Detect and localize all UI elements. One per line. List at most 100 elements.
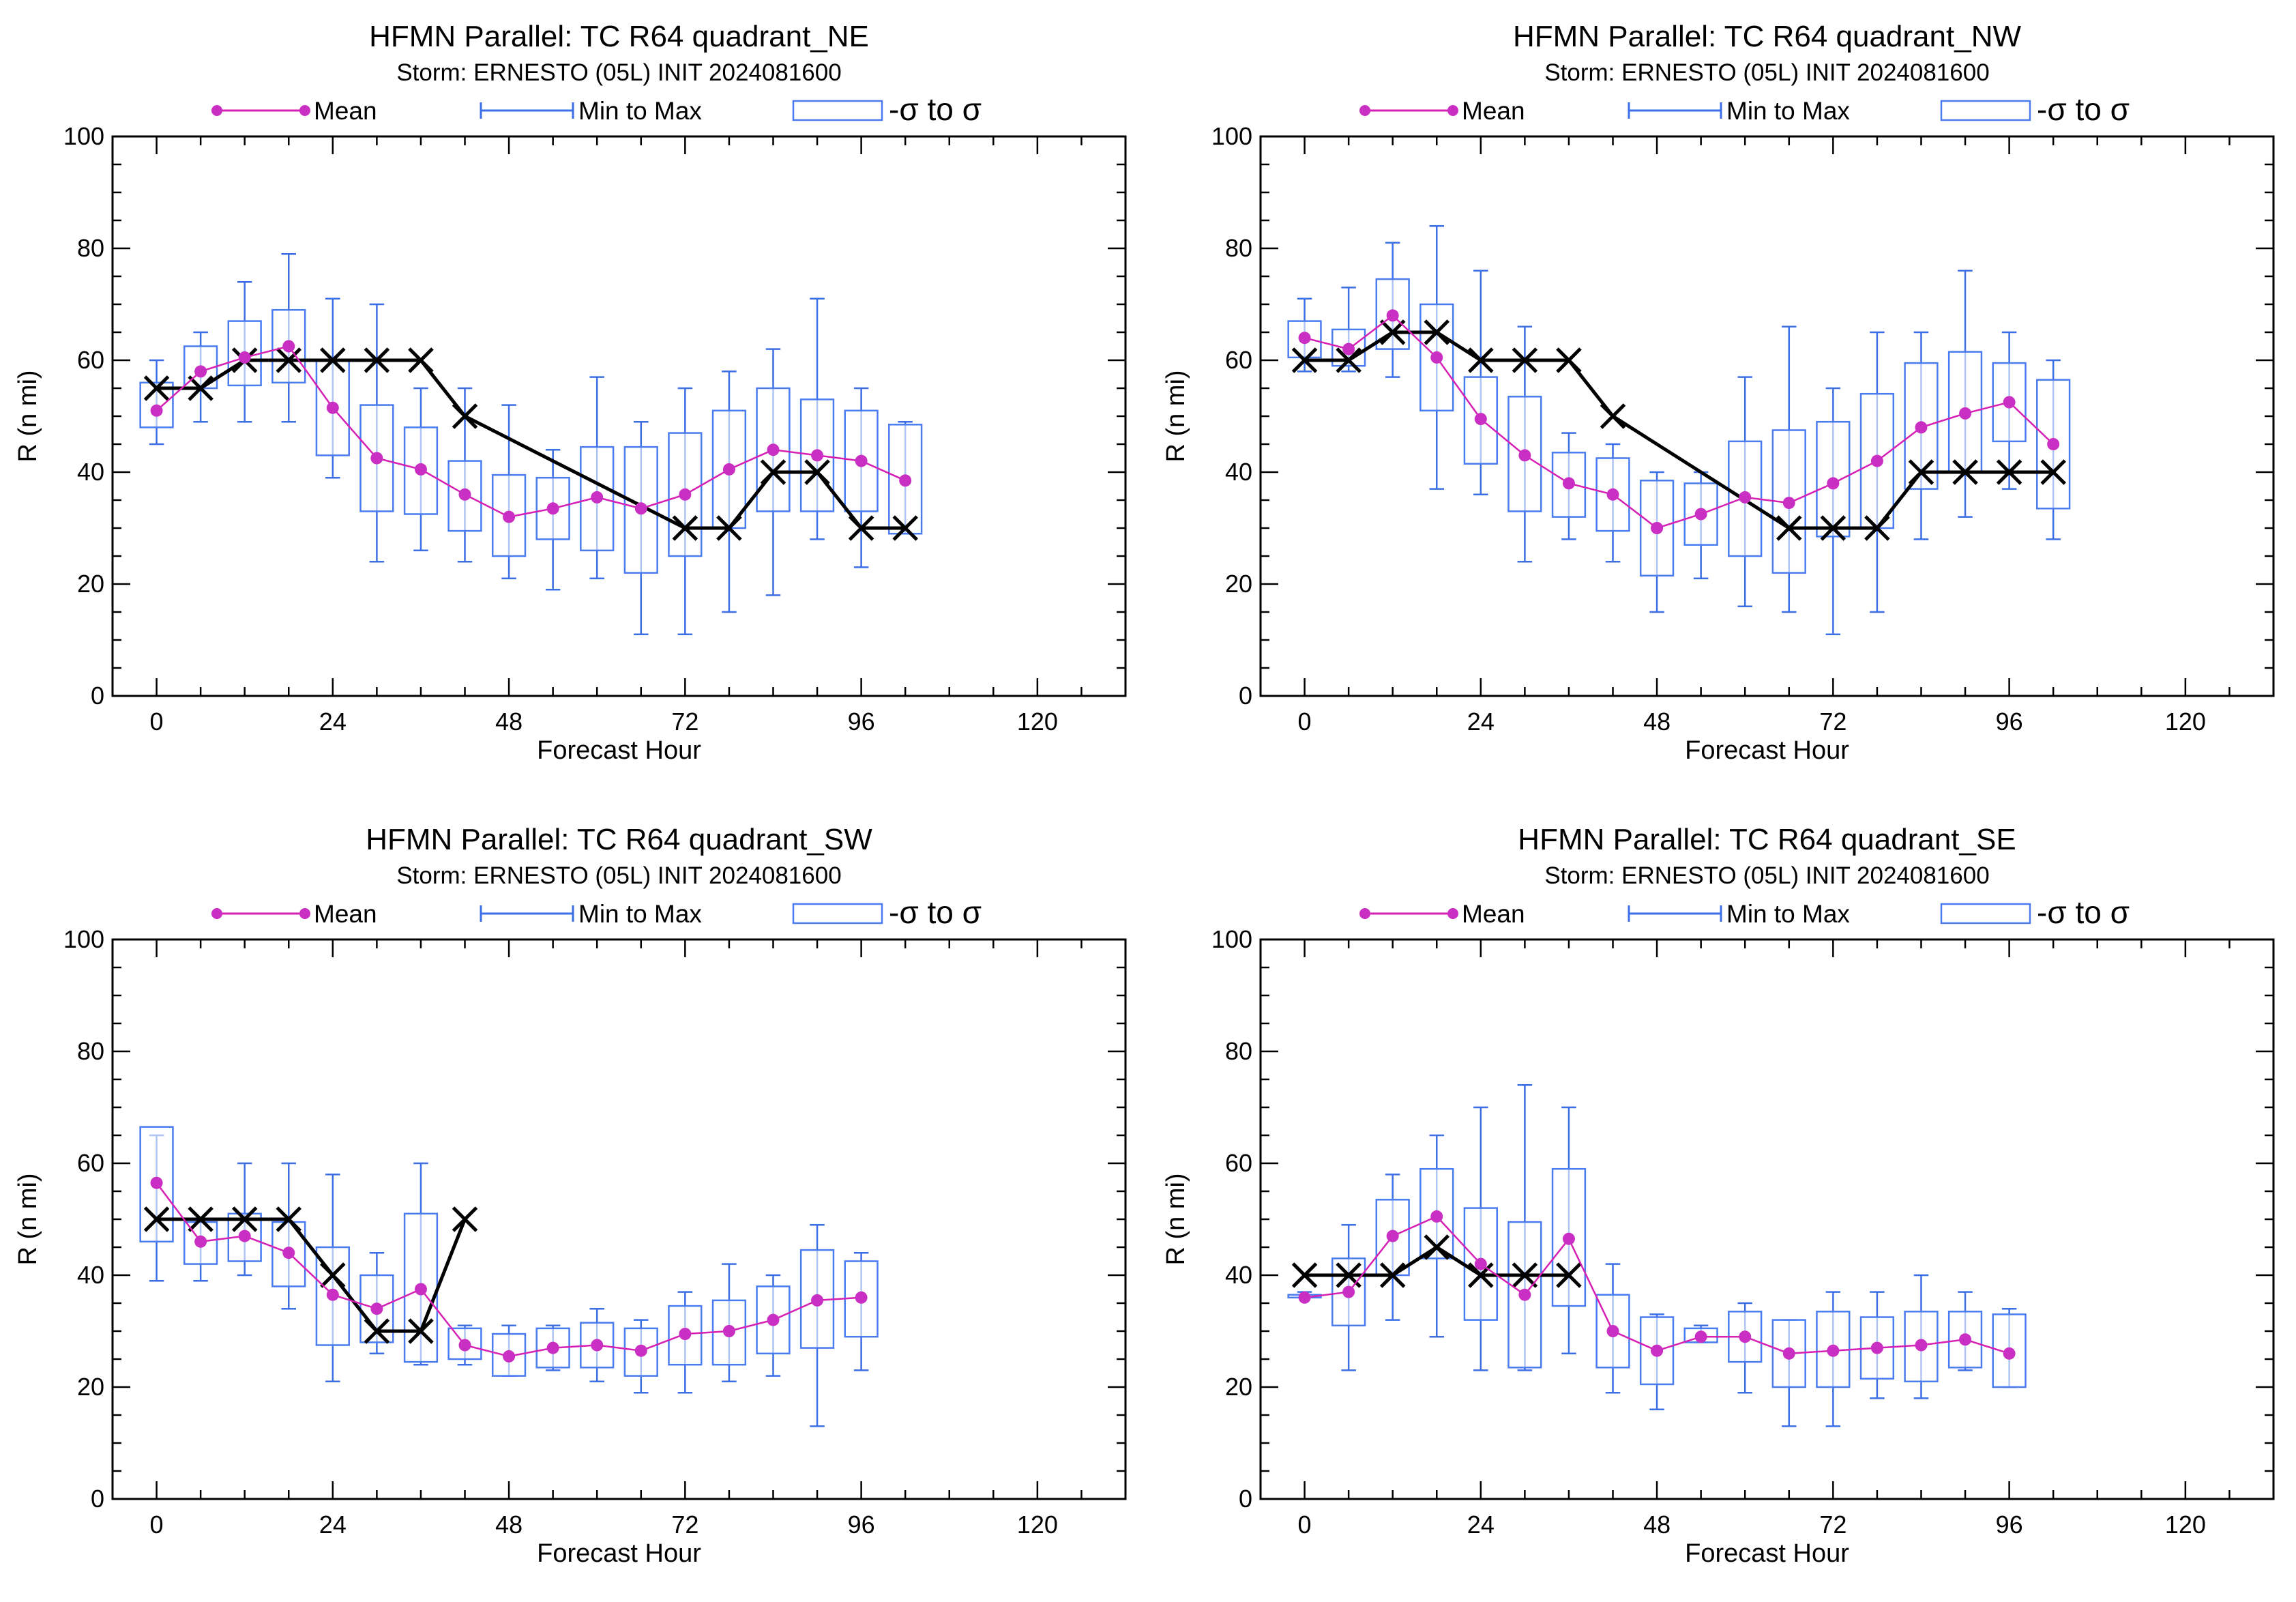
y-tick-label: 20 (77, 570, 104, 598)
mean-point (679, 1328, 692, 1341)
y-axis-label: R (n mi) (14, 370, 42, 462)
x-tick-label: 24 (1467, 1511, 1495, 1539)
x-axis-label: Forecast Hour (537, 736, 701, 765)
legend-box-label: -σ to σ (2037, 91, 2130, 127)
legend-mean-marker (1359, 105, 1370, 116)
observed-x-marker (320, 1262, 346, 1288)
chart-panel-1: HFMN Parallel: TC R64 quadrant_NE Storm: … (14, 20, 1127, 765)
mean-point (1694, 1330, 1707, 1343)
legend-mean-marker (211, 105, 222, 116)
mean-point (238, 1229, 251, 1242)
observed-x-marker (1776, 515, 1802, 541)
x-tick-label: 0 (1298, 1511, 1312, 1539)
x-tick-label: 120 (2165, 708, 2206, 736)
mean-point (634, 1344, 647, 1357)
mean-point (1298, 332, 1311, 345)
observed-x-marker (1996, 459, 2022, 485)
mean-point (282, 340, 295, 353)
x-tick-label: 72 (1819, 1511, 1846, 1539)
mean-point (2047, 438, 2060, 450)
observed-x-marker (231, 1206, 258, 1232)
legend-mean-label: Mean (1462, 97, 1525, 125)
legend-box-label: -σ to σ (889, 91, 982, 127)
mean-point (855, 454, 868, 467)
x-tick-label: 24 (319, 708, 347, 736)
mean-point (2003, 1347, 2016, 1360)
mean-point (2003, 396, 2016, 409)
x-tick-label: 0 (1298, 708, 1312, 736)
mean-point (370, 452, 383, 465)
mean-point (1915, 1339, 1928, 1352)
chart-legend: Mean Min to Max -σ to σ (1359, 91, 2130, 127)
y-tick-label: 0 (1239, 1485, 1252, 1513)
observed-x-marker (760, 459, 786, 485)
observed-line (1304, 330, 2054, 530)
observed-x-marker (1556, 1262, 1582, 1288)
observed-x-marker (848, 515, 874, 541)
mean-point (414, 463, 427, 476)
plot-frame (1259, 135, 2275, 697)
mean-point (1430, 351, 1443, 364)
mean-point (150, 1176, 163, 1189)
sigma-box (1507, 1221, 1542, 1369)
mean-point (634, 502, 647, 515)
mean-point (1518, 1288, 1531, 1301)
y-axis-label: R (n mi) (1162, 1173, 1190, 1265)
observed-x-marker (408, 347, 434, 373)
y-tick-label: 60 (1225, 1149, 1252, 1177)
mean-point (591, 1339, 604, 1352)
mean-point (1694, 508, 1707, 521)
mean-point (326, 1288, 339, 1301)
mean-point (326, 401, 339, 414)
mean-point (1562, 1232, 1575, 1245)
y-tick-label: 20 (1225, 570, 1252, 598)
mean-point (1959, 407, 1972, 420)
observed-x-marker (1600, 403, 1626, 429)
legend-mean-marker (299, 908, 310, 919)
x-tick-label: 48 (495, 1511, 523, 1539)
mean-point (1959, 1333, 1972, 1346)
chart-panel-4: HFMN Parallel: TC R64 quadrant_SE Storm: … (1162, 823, 2275, 1568)
mean-point (1518, 449, 1531, 462)
y-tick-label: 100 (1211, 925, 1252, 953)
chart-panel-2: HFMN Parallel: TC R64 quadrant_NW Storm: … (1162, 20, 2275, 765)
legend-box-swatch (1940, 903, 2031, 924)
chart-panel-3: HFMN Parallel: TC R64 quadrant_SW Storm: … (14, 823, 1127, 1568)
mean-point (1782, 497, 1795, 510)
x-tick-label: 72 (671, 1511, 698, 1539)
chart-title: HFMN Parallel: TC R64 quadrant_NE (369, 20, 869, 53)
mean-point (855, 1291, 868, 1304)
legend-box-swatch (1940, 100, 2031, 121)
legend-mean-marker (211, 908, 222, 919)
chart-subtitle: Storm: ERNESTO (05L) INIT 2024081600 (1544, 862, 1989, 889)
observed-x-marker (188, 1206, 214, 1232)
chart-legend: Mean Min to Max -σ to σ (211, 894, 982, 930)
mean-point (1651, 1344, 1664, 1357)
observed-x-marker (452, 1206, 478, 1232)
mean-point (1870, 1341, 1883, 1354)
observed-x-marker (1379, 1262, 1406, 1288)
observed-line (156, 358, 906, 530)
chart-title: HFMN Parallel: TC R64 quadrant_SW (366, 823, 872, 856)
legend-mean-label: Mean (314, 97, 377, 125)
chart-subtitle: Storm: ERNESTO (05L) INIT 2024081600 (396, 862, 841, 889)
x-axis-label: Forecast Hour (1685, 1539, 1849, 1568)
x-tick-label: 120 (1017, 708, 1058, 736)
legend-range-label: Min to Max (1726, 97, 1850, 125)
observed-x-marker (1820, 515, 1846, 541)
observed-x-marker (143, 1206, 170, 1232)
mean-point (546, 502, 559, 515)
y-tick-label: 40 (77, 458, 104, 486)
chart-subtitle: Storm: ERNESTO (05L) INIT 2024081600 (1544, 59, 1989, 86)
mean-point (1474, 413, 1487, 426)
mean-point (458, 1339, 471, 1352)
mean-point (150, 404, 163, 417)
legend-range-label: Min to Max (1726, 900, 1850, 928)
mean-point (1870, 454, 1883, 467)
y-tick-label: 0 (1239, 682, 1252, 710)
observed-x-marker (1379, 319, 1406, 345)
mean-point (1606, 488, 1619, 501)
observed-x-marker (1556, 347, 1582, 373)
legend-range-label: Min to Max (578, 97, 702, 125)
